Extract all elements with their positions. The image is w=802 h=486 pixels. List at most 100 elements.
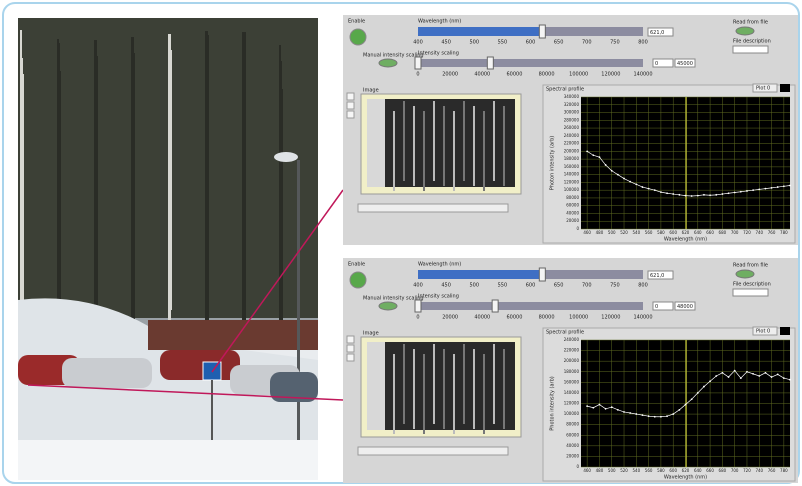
spectrum-point xyxy=(611,406,613,408)
y-tick-label: 180000 xyxy=(564,156,580,161)
spectrum-point xyxy=(703,386,705,388)
spectrum-point xyxy=(783,377,785,379)
image-streak xyxy=(453,354,455,434)
y-tick-label: 240000 xyxy=(564,133,580,138)
spectrum-point xyxy=(666,415,668,417)
y-tick-label: 300000 xyxy=(564,110,580,115)
tool-button[interactable] xyxy=(347,102,354,109)
slider-thumb[interactable] xyxy=(492,300,498,312)
spectrum-point xyxy=(629,181,631,183)
x-tick-label: 760 xyxy=(768,468,776,473)
chart-title: Spectral profile xyxy=(546,87,584,93)
y-tick-label: 60000 xyxy=(566,432,579,437)
x-tick-label: 460 xyxy=(583,230,591,235)
image-streak xyxy=(393,354,395,434)
snow-front xyxy=(18,440,318,480)
slider-tick-label: 20000 xyxy=(442,315,458,321)
spectrum-point xyxy=(777,373,779,375)
slider-thumb[interactable] xyxy=(415,57,421,69)
y-tick-label: 260000 xyxy=(564,125,580,130)
y-tick-label: 120000 xyxy=(564,401,580,406)
spectrum-point xyxy=(721,193,723,195)
tree-trunk xyxy=(242,44,246,334)
spectrum-point xyxy=(586,405,588,407)
slider-tick-label: 0 xyxy=(416,72,419,78)
camera-image xyxy=(367,99,515,187)
slider-tick-label: 550 xyxy=(498,283,508,289)
x-tick-label: 460 xyxy=(583,468,591,473)
chart-title: Spectral profile xyxy=(546,330,584,336)
file-description-box[interactable] xyxy=(733,46,768,53)
image-streak xyxy=(443,106,445,186)
enable-button[interactable] xyxy=(350,272,366,288)
slider-tick-label: 450 xyxy=(441,40,451,46)
slider-tick-label: 650 xyxy=(554,283,564,289)
tool-button[interactable] xyxy=(347,354,354,361)
spectrum-point xyxy=(709,194,711,196)
x-axis-label: Wavelength (nm) xyxy=(664,475,707,481)
image-streak xyxy=(463,344,465,424)
y-tick-label: 20000 xyxy=(566,453,579,458)
y-tick-label: 280000 xyxy=(564,117,580,122)
slider-tick-label: 140000 xyxy=(633,72,652,78)
x-tick-label: 760 xyxy=(768,230,776,235)
tool-button[interactable] xyxy=(347,336,354,343)
file-description-box[interactable] xyxy=(733,289,768,296)
spectrum-point xyxy=(703,194,705,196)
slider-thumb[interactable] xyxy=(415,300,421,312)
image-streak xyxy=(423,111,425,191)
plot-legend-swatch xyxy=(780,84,790,92)
image-streak xyxy=(433,101,435,181)
intensity-toggle[interactable] xyxy=(379,59,397,67)
x-tick-label: 680 xyxy=(719,468,727,473)
x-tick-label: 520 xyxy=(620,230,628,235)
spectrum-point xyxy=(678,194,680,196)
read-toggle[interactable] xyxy=(736,27,754,35)
spectrum-point xyxy=(728,376,730,378)
read-toggle[interactable] xyxy=(736,270,754,278)
x-tick-label: 740 xyxy=(755,230,763,235)
slider-thumb[interactable] xyxy=(539,268,545,281)
image-streak xyxy=(473,106,475,186)
spectrum-point xyxy=(599,156,601,158)
plot-legend-label: Plot 0 xyxy=(756,86,770,92)
spectrum-point xyxy=(728,192,730,194)
spectrum-point xyxy=(617,174,619,176)
enable-button[interactable] xyxy=(350,29,366,45)
spectrum-point xyxy=(611,170,613,172)
x-tick-label: 520 xyxy=(620,468,628,473)
x-tick-label: 620 xyxy=(682,468,690,473)
image-streak xyxy=(483,111,485,191)
slider-tick-label: 700 xyxy=(582,40,592,46)
image-highlight xyxy=(367,99,385,187)
x-tick-label: 780 xyxy=(780,468,788,473)
spectrum-point xyxy=(605,164,607,166)
tool-button[interactable] xyxy=(347,345,354,352)
spectrum-point xyxy=(691,195,693,197)
x-tick-label: 640 xyxy=(694,468,702,473)
y-tick-label: 160000 xyxy=(564,164,580,169)
spectrum-point xyxy=(697,392,699,394)
x-tick-label: 480 xyxy=(596,468,604,473)
spectrum-point xyxy=(752,189,754,191)
slider-fill xyxy=(418,27,542,36)
slider-thumb[interactable] xyxy=(487,57,493,69)
spectrum-point xyxy=(691,398,693,400)
intensity-toggle[interactable] xyxy=(379,302,397,310)
spectrum-point xyxy=(765,372,767,374)
tool-button[interactable] xyxy=(347,111,354,118)
slider-tick-label: 120000 xyxy=(601,315,620,321)
image-streak xyxy=(403,101,405,181)
spectrum-point xyxy=(765,188,767,190)
x-tick-label: 700 xyxy=(731,468,739,473)
y-tick-label: 340000 xyxy=(564,94,580,99)
y-tick-label: 40000 xyxy=(566,443,579,448)
x-tick-label: 680 xyxy=(719,230,727,235)
x-tick-label: 500 xyxy=(608,468,616,473)
tool-button[interactable] xyxy=(347,93,354,100)
status-bar xyxy=(358,204,508,212)
spectrum-point xyxy=(642,186,644,188)
slider-tick-label: 450 xyxy=(441,283,451,289)
spectrum-point xyxy=(685,195,687,197)
slider-thumb[interactable] xyxy=(539,25,545,38)
